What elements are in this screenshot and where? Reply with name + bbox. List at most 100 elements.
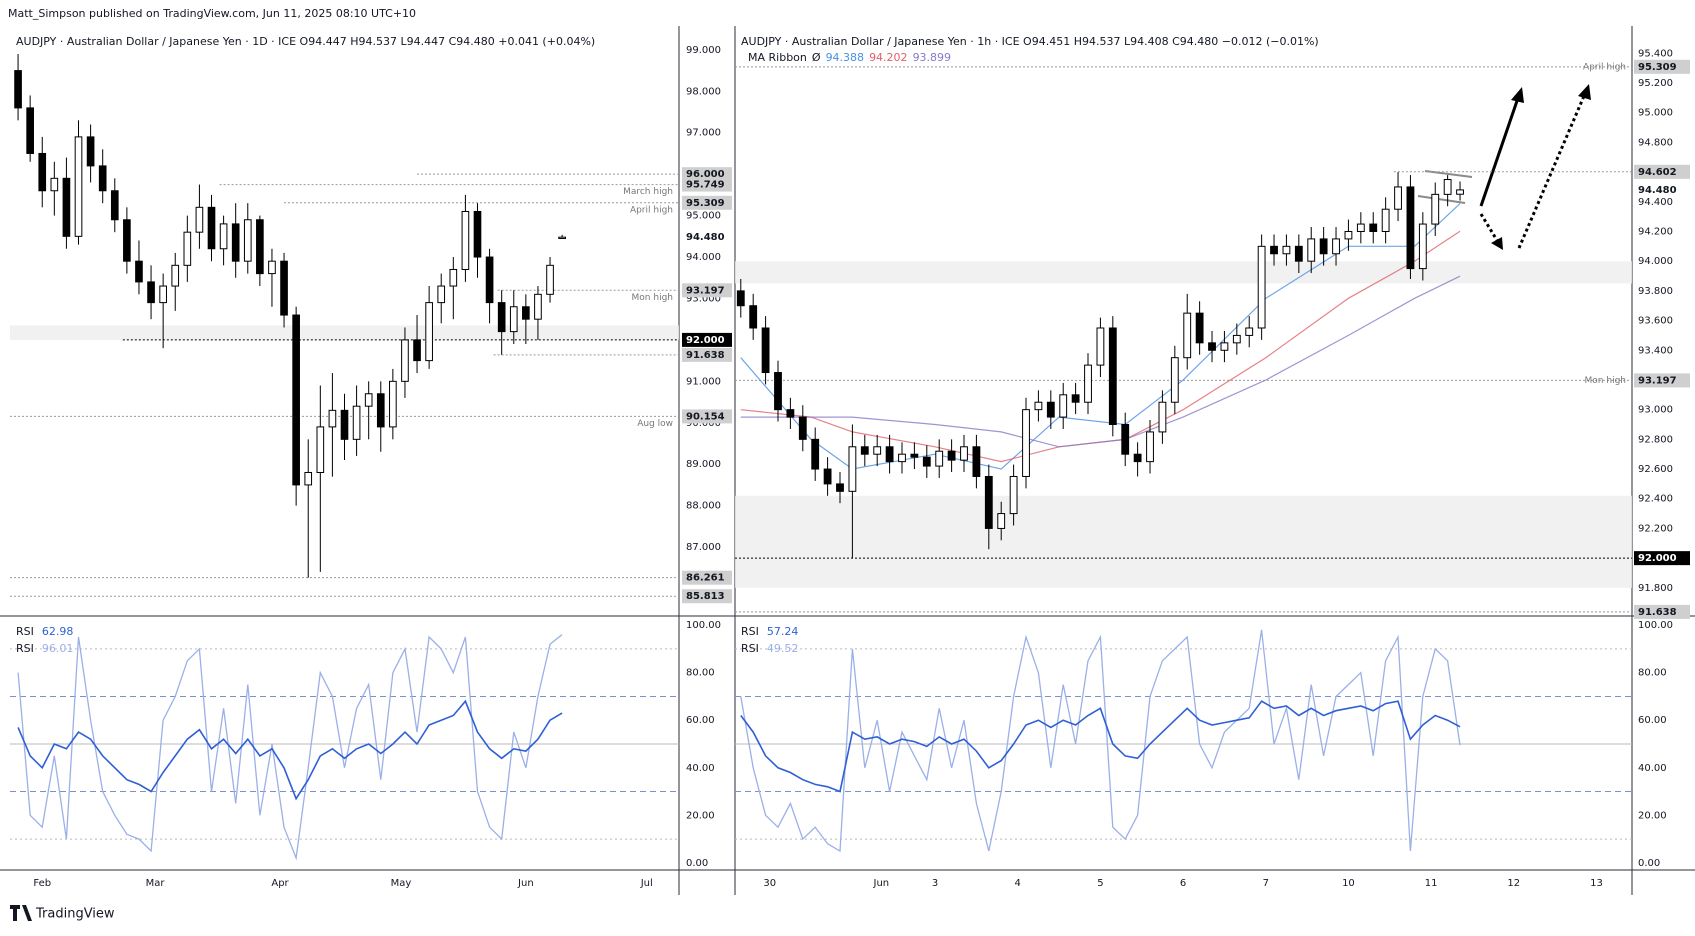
y-tick-label: 91.000 (686, 376, 721, 387)
y-tick-label: 94.400 (1638, 197, 1673, 208)
ribbon-value: 94.388 (826, 51, 865, 64)
candle-body (183, 231, 192, 266)
price-label: 93.197 (686, 285, 725, 296)
y-tick-label: 95.000 (1638, 108, 1673, 119)
price-label-box (682, 570, 732, 585)
candle-body (1456, 189, 1464, 195)
y-tick-label: 93.000 (686, 293, 721, 304)
y-tick-label: 92.600 (1638, 464, 1673, 475)
ribbon-value: 94.202 (869, 51, 908, 64)
rsi-tick-label: 20.00 (686, 810, 715, 821)
price-label-box (682, 332, 732, 347)
candle-body (1009, 475, 1018, 515)
y-tick-label: 92.800 (1638, 434, 1673, 445)
candle-body (376, 393, 385, 428)
candle-body (389, 380, 397, 428)
candle-body (1022, 409, 1030, 477)
candle-body (1146, 431, 1154, 463)
candle-body (292, 314, 300, 486)
candle-body (522, 306, 530, 320)
candle-body (860, 446, 869, 455)
chart-title: AUDJPY · Australian Dollar / Japanese Ye… (741, 35, 1319, 48)
candle-body (1270, 245, 1278, 255)
candle-body (485, 256, 494, 304)
candle-body (62, 177, 71, 237)
rsi-tick-label: 80.00 (1638, 668, 1667, 679)
publisher-line: Matt_Simpson published on TradingView.co… (8, 7, 416, 20)
x-tick-label: 13 (1590, 878, 1603, 889)
candle-body (749, 305, 758, 329)
price-label: 92.000 (1638, 553, 1677, 564)
y-tick-label: 88.000 (686, 501, 721, 512)
candle-body (110, 190, 119, 221)
rsi-name: RSI (741, 642, 759, 655)
candle-body (1319, 238, 1328, 255)
price-label: 86.261 (686, 573, 725, 584)
annotations (1417, 84, 1591, 250)
price-label: 93.197 (1638, 375, 1677, 386)
y-tick-label: 92.200 (1638, 523, 1673, 534)
candle-body (984, 475, 993, 529)
ma-line (740, 275, 1461, 448)
candle-body (461, 210, 470, 270)
price-label: 85.813 (686, 591, 725, 602)
candle-body (786, 409, 795, 418)
candle-body (473, 210, 482, 258)
candle-body (885, 446, 894, 463)
candle-body (14, 70, 22, 109)
candle-body (1158, 401, 1167, 433)
candle-body (972, 446, 981, 477)
candle-body (1369, 223, 1378, 232)
candle-body (1108, 327, 1117, 426)
y-tick-label: 91.800 (1638, 583, 1673, 594)
candle-body (558, 236, 566, 240)
candle-body (1406, 186, 1415, 270)
rsi-tick-label: 40.00 (1638, 763, 1667, 774)
price-label-box (1634, 164, 1690, 179)
y-tick-label: 93.600 (1638, 316, 1673, 327)
rsi-tick-label: 20.00 (1638, 810, 1667, 821)
candle-body (86, 136, 95, 167)
arrow (1479, 97, 1520, 207)
candle-body (135, 260, 143, 283)
price-label-box (1634, 551, 1690, 566)
rsi-tick-label: 60.00 (1638, 715, 1667, 726)
candle-body (1257, 245, 1266, 329)
candle-body (1381, 208, 1390, 232)
candle-body (74, 136, 83, 237)
rsi-tick-label: 80.00 (686, 668, 715, 679)
candle-body (98, 165, 107, 192)
price-label: 94.480 (686, 232, 725, 243)
price-label: 95.309 (686, 198, 725, 209)
candle-body (935, 450, 944, 467)
candle-body (1232, 334, 1241, 344)
price-label: 94.602 (1638, 167, 1677, 178)
candle-body (123, 219, 131, 262)
ma-line (740, 203, 1461, 470)
rsi-line (740, 629, 1461, 853)
candle-body (1034, 401, 1043, 411)
candle-body (195, 206, 204, 233)
ribbon-value: 93.899 (913, 51, 952, 64)
arrow-head (1578, 84, 1591, 100)
rsi-name: RSI (741, 625, 759, 638)
candle-body (1183, 312, 1192, 359)
y-tick-label: 95.400 (1638, 48, 1673, 59)
candle-body (947, 450, 956, 461)
x-tick-label: 11 (1425, 878, 1438, 889)
x-tick-label: 6 (1180, 878, 1186, 889)
candle-body (1084, 364, 1092, 403)
y-tick-label: 94.200 (1638, 226, 1673, 237)
x-tick-label: 4 (1015, 878, 1021, 889)
x-tick-label: Feb (33, 878, 51, 889)
candle-body (798, 416, 807, 440)
rsi-tick-label: 0.00 (686, 858, 708, 869)
zone (735, 495, 1632, 588)
candle-body (1220, 342, 1229, 351)
rsi-tick-label: 60.00 (686, 715, 715, 726)
x-tick-label: 7 (1263, 878, 1269, 889)
rsi-line (17, 699, 563, 801)
candle-body (1121, 424, 1130, 455)
price-label: 91.638 (686, 350, 725, 361)
